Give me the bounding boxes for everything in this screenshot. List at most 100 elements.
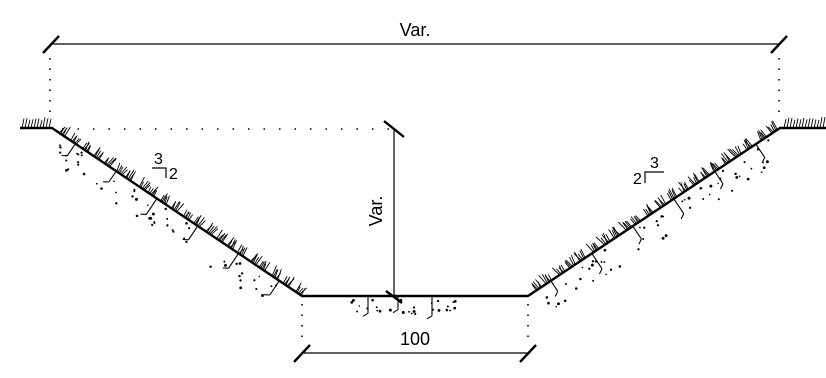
soil-dot [65,159,68,162]
grass-blade [767,126,774,133]
root-stem [550,279,559,292]
grass-blade [743,139,752,148]
grass-blade [153,190,158,197]
grass-blade [150,186,159,195]
soil-dot [76,152,78,155]
soil-dot [135,197,138,201]
grass-blade [288,276,295,287]
soil-dot [148,217,151,220]
soil-dot [378,309,382,313]
grass-blade [188,214,193,220]
soil-dot [253,279,256,282]
grass-blade [671,189,676,198]
grass-blade [732,148,739,156]
grass-blade [197,217,205,226]
grass-blade [624,221,631,228]
grass-blade [760,132,766,138]
soil-dot [388,308,392,312]
grass-blade [544,275,551,282]
soil-dot [65,169,68,172]
grass-blade [701,167,707,177]
grass-blade [678,187,684,193]
soil-dot [153,221,156,224]
grass-blade [737,145,742,154]
soil-dot [687,196,691,200]
grass-blade [221,233,229,243]
grass-blade [165,195,171,205]
root-stem [673,197,685,214]
grass-blade [558,267,564,273]
grass-blade [298,287,304,294]
root-branch [362,312,369,317]
grass-blade [801,117,805,129]
soil-dot [59,151,62,154]
soil-dot [721,169,725,173]
soil-dot [258,275,261,278]
grass-blade [175,201,181,211]
soil-dot [557,302,560,306]
soil-dot [717,182,719,185]
grass-blade [643,208,649,216]
grass-blade [271,265,277,276]
soil-dot [661,236,665,240]
soil-dot [82,172,86,176]
grass-blade [232,240,238,250]
grass-blade [770,124,775,132]
grass-blade [654,200,662,207]
grass-blade [677,181,686,191]
soil-dot [412,309,416,313]
grass-blade [541,273,548,283]
soil-dot [660,215,663,218]
grass-blade [210,228,219,235]
grass-blade [198,220,206,227]
grass-blade [654,200,661,208]
left-slope-bracket [152,167,167,178]
grass-blade [570,254,576,265]
soil-dot [410,312,413,315]
right-slope-indicator: 2 3 [633,155,664,188]
grass-blade [668,188,675,199]
soil-dot [709,184,713,188]
grass-blade [742,143,748,150]
grass-blade [252,253,259,263]
grass-blade [251,253,258,263]
soil-dot [59,146,62,149]
grass-blade [30,119,34,129]
soil-dot [131,195,134,198]
grass-blade [804,119,808,129]
soil-dot [453,306,457,310]
grass-blade [729,148,738,157]
soil-dot [239,286,243,290]
root-stem [632,225,642,240]
soil-dot [760,171,763,174]
grass-blade [143,182,151,190]
soil-dot [80,154,83,157]
soil-dot [223,260,226,263]
grass-blade [668,190,673,200]
soil-dot [399,298,403,302]
grass-blade [727,148,736,158]
soil-dot [574,287,578,290]
top-dimension-tick-left [42,35,60,54]
soil-dot [743,161,746,164]
soil-dot [358,305,361,307]
grass-blade [42,117,46,129]
grass-blade [106,157,115,166]
grass-blade [264,262,271,271]
depth-dimension-tick-top [383,120,405,138]
soil-dot [147,204,149,206]
soil-dot [618,265,622,268]
grass-blade [87,145,91,153]
soil-dot [702,198,705,200]
soil-dot [762,166,766,170]
grass-blade [734,146,740,155]
grass-blade [760,129,767,137]
root-stem [269,279,281,296]
soil-dot [115,191,117,194]
right-slope-rise: 3 [650,155,659,172]
grass-blade [285,276,291,285]
grass-blade [786,117,790,129]
soil-dot [224,263,227,267]
grass-blade [745,138,753,147]
soil-dot [681,200,684,203]
